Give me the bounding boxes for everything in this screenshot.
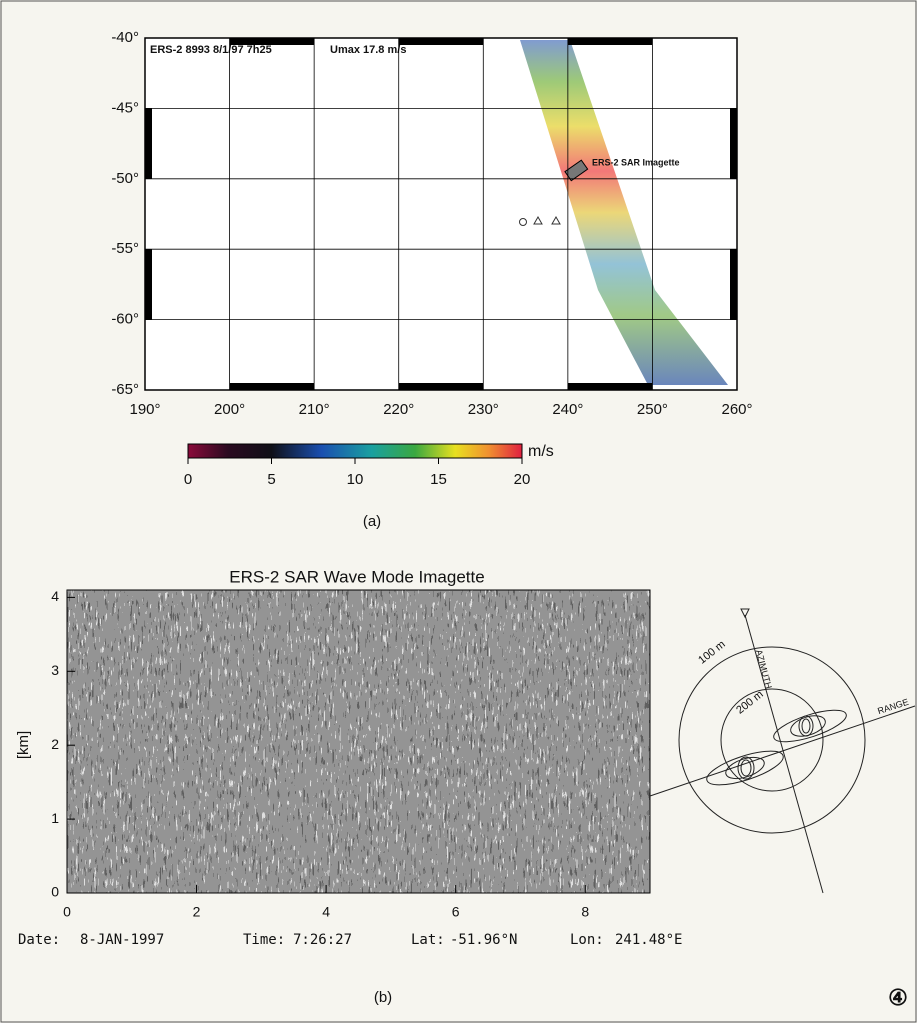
range-axis (649, 705, 916, 797)
x-tick-label: 220° (383, 401, 414, 418)
info-value: 7:26:27 (293, 932, 352, 948)
map-border-band (567, 383, 653, 390)
image-frame (66, 589, 651, 894)
info-label: Lon: (570, 932, 604, 948)
ring-outer (678, 646, 866, 834)
map-border-band (730, 249, 737, 320)
caption: (b) (374, 989, 392, 1006)
x-tick-label: 4 (322, 904, 330, 920)
x-tick-label: 230° (468, 401, 499, 418)
contour (801, 718, 811, 734)
x-tick-label: 0 (63, 904, 71, 920)
info-label: Lat: (411, 932, 445, 948)
x-tick-label: 240° (552, 401, 583, 418)
ring-label: 200 m (734, 688, 765, 716)
sar-image (67, 590, 650, 893)
x-tick-label: 210° (299, 401, 330, 418)
y-tick-label: 2 (51, 736, 59, 752)
image-title: ERS-2 SAR Wave Mode Imagette (229, 567, 484, 586)
info-label: Date: (18, 932, 60, 948)
map-border-band (398, 38, 484, 45)
colorbar-tick-label: 0 (184, 471, 192, 488)
x-tick-label: 8 (581, 904, 589, 920)
info-label: Time: (243, 932, 285, 948)
colorbar-tick-label: 15 (430, 471, 447, 488)
caption: (a) (363, 513, 381, 530)
map-border-band (398, 383, 484, 390)
x-tick-label: 190° (129, 401, 160, 418)
ring-label: 100 m (696, 638, 727, 666)
colorbar (187, 443, 523, 459)
map-border-band (229, 383, 315, 390)
y-axis-label: [km] (15, 731, 32, 759)
ring-inner (720, 688, 824, 792)
colorbar-unit: m/s (528, 443, 554, 460)
y-tick-label: -50° (111, 170, 139, 187)
y-tick-label: -40° (111, 29, 139, 46)
map-border-band (145, 249, 152, 320)
x-tick-label: 200° (214, 401, 245, 418)
x-tick-label: 250° (637, 401, 668, 418)
colorbar-tick-label: 10 (347, 471, 364, 488)
map-border-band (567, 38, 653, 45)
site-symbol (519, 218, 527, 226)
y-tick-label: -60° (111, 311, 139, 328)
contour (737, 756, 755, 780)
y-tick-label: -45° (111, 99, 139, 116)
site-symbol (533, 215, 543, 225)
info-value: 241.48°E (615, 932, 682, 948)
contour (725, 756, 765, 780)
azimuth-axis (744, 614, 824, 894)
map-border-band (730, 108, 737, 179)
spectrum (649, 608, 916, 894)
y-tick-label: 3 (51, 662, 59, 678)
y-tick-label: 0 (51, 884, 59, 900)
map-border-band (145, 108, 152, 179)
map-annotation: ERS-2 SAR Imagette (592, 157, 680, 167)
map-header: ERS-2 8993 8/1/97 7h25 (150, 44, 272, 56)
x-tick-label: 2 (193, 904, 201, 920)
info-value: 8-JAN-1997 (80, 932, 164, 948)
x-tick-label: 6 (452, 904, 460, 920)
wind-swath (520, 40, 728, 385)
contour (798, 715, 814, 737)
y-tick-label: -55° (111, 240, 139, 257)
y-tick-label: -65° (111, 381, 139, 398)
map-umax: Umax 17.8 m/s (330, 44, 406, 56)
y-tick-label: 4 (51, 588, 59, 604)
x-tick-label: 260° (721, 401, 752, 418)
arrow (740, 608, 750, 619)
axis-name: AZIMUTH (754, 649, 774, 690)
page-number: ④ (888, 985, 908, 1010)
site-symbol (551, 215, 561, 225)
contour (740, 759, 752, 777)
contour (790, 715, 826, 737)
colorbar-tick-label: 5 (267, 471, 275, 488)
y-tick-label: 1 (51, 810, 59, 826)
map-border-band (229, 38, 315, 45)
colorbar-tick-label: 20 (514, 471, 531, 488)
info-value: -51.96°N (450, 932, 517, 948)
contour (706, 750, 784, 786)
